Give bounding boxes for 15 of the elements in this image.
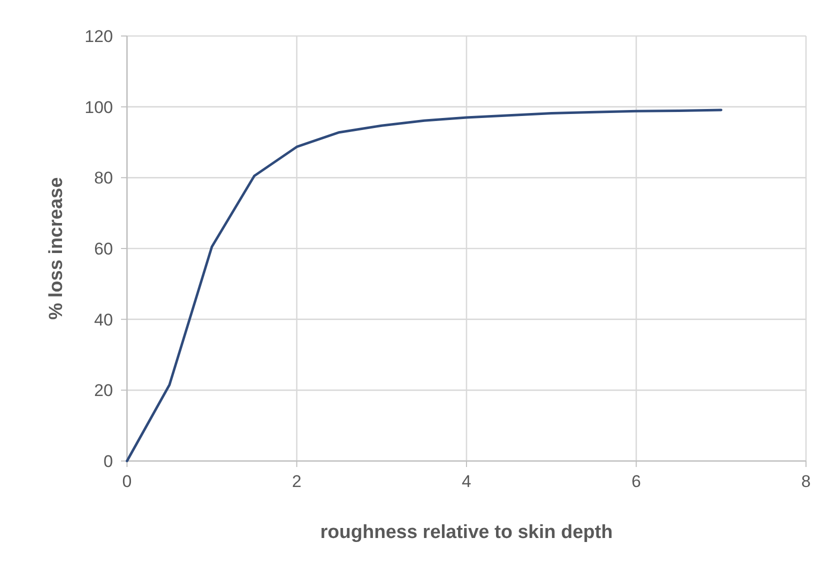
x-tick-label: 2: [292, 472, 302, 491]
x-tick-label: 0: [122, 472, 132, 491]
line-series: [126, 108, 722, 462]
x-tick-label: 8: [801, 472, 811, 491]
y-tick-label: 0: [104, 452, 113, 471]
y-axis-title: % loss increase: [46, 177, 67, 320]
y-tick-label: 80: [94, 168, 113, 188]
y-tick-label: 40: [94, 310, 113, 330]
y-tick-label: 120: [84, 27, 113, 46]
y-tick-label: 100: [84, 98, 113, 117]
x-tick-label: 4: [462, 472, 472, 491]
y-tick-label: 60: [94, 240, 113, 258]
y-tick-label: 20: [94, 381, 113, 400]
x-axis-title: roughness relative to skin depth: [320, 522, 613, 543]
x-tick-label: 6: [632, 472, 641, 491]
